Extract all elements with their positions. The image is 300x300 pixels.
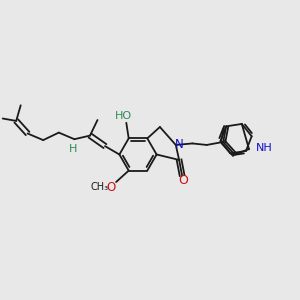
Text: NH: NH bbox=[256, 143, 272, 153]
Text: CH₃: CH₃ bbox=[91, 182, 109, 192]
Text: HO: HO bbox=[115, 111, 133, 121]
Text: O: O bbox=[178, 174, 188, 188]
Text: O: O bbox=[106, 181, 115, 194]
Text: N: N bbox=[175, 138, 184, 151]
Text: H: H bbox=[69, 144, 77, 154]
